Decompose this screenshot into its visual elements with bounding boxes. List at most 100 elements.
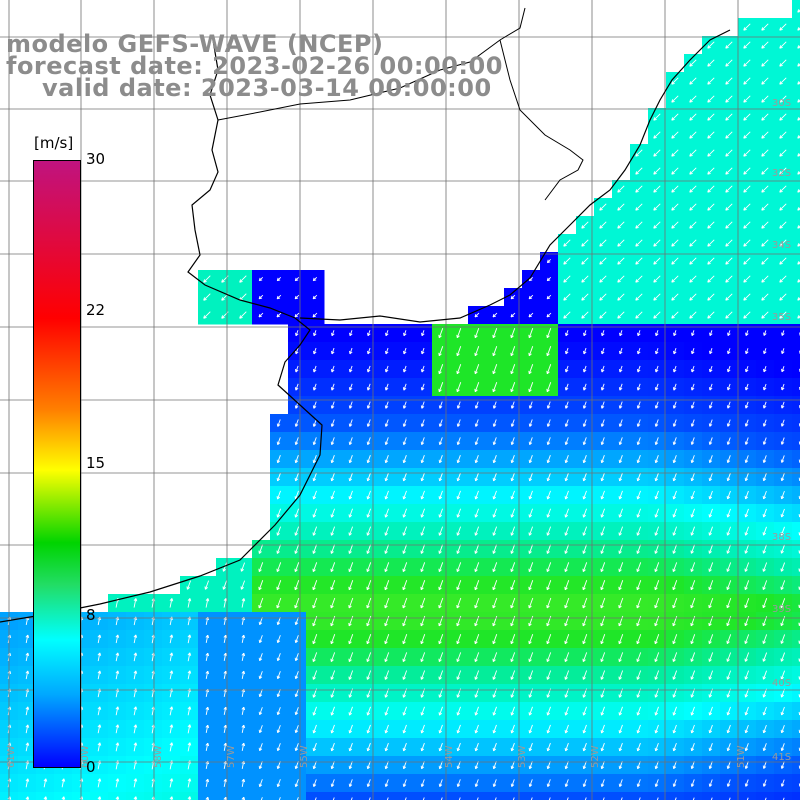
- wind-arrow: [727, 365, 731, 373]
- wind-arrow: [439, 472, 443, 482]
- wind-arrow: [565, 490, 569, 500]
- wind-arrow: [133, 634, 137, 644]
- wind-arrow: [599, 257, 607, 265]
- wind-arrow: [709, 526, 713, 536]
- wind-arrow: [583, 508, 587, 518]
- wind-arrow: [617, 293, 625, 301]
- wind-arrow: [474, 597, 480, 609]
- wind-arrow: [97, 634, 101, 644]
- speed-cell: [342, 792, 361, 800]
- wind-arrow-head: [761, 297, 764, 301]
- wind-arrow: [636, 670, 642, 680]
- wind-arrow-head: [689, 279, 692, 283]
- wind-arrow: [690, 580, 696, 590]
- wind-arrow-head: [117, 778, 120, 782]
- wind-arrow-head: [63, 796, 66, 800]
- wind-arrow: [403, 330, 407, 336]
- wind-arrow: [727, 455, 731, 463]
- wind-arrow: [743, 275, 751, 283]
- wind-arrow: [761, 293, 769, 301]
- speed-cell: [144, 792, 163, 800]
- wind-arrow: [672, 526, 678, 536]
- wind-arrow: [349, 706, 353, 716]
- wind-arrow: [474, 562, 480, 572]
- wind-arrow-head: [779, 207, 782, 211]
- speed-cell: [792, 486, 800, 505]
- speed-cell: [126, 792, 145, 800]
- wind-arrow: [530, 797, 533, 800]
- speed-cell: [324, 792, 343, 800]
- wind-arrow: [673, 437, 677, 445]
- wind-arrow: [313, 437, 317, 445]
- wind-arrow: [725, 275, 733, 283]
- wind-arrow: [746, 797, 749, 800]
- wind-arrow: [258, 562, 264, 572]
- wind-arrow: [761, 131, 769, 139]
- wind-arrow-head: [653, 189, 656, 193]
- wind-arrow: [763, 490, 767, 500]
- wind-arrow-head: [671, 297, 674, 301]
- wind-arrow: [295, 383, 299, 391]
- wind-arrow: [707, 131, 715, 139]
- wind-arrow: [492, 526, 498, 536]
- wind-arrow-head: [743, 81, 746, 85]
- wind-arrow: [457, 401, 461, 409]
- wind-arrow: [566, 797, 569, 800]
- uruguay-coast-path: [299, 29, 731, 323]
- wind-arrow-head: [276, 313, 279, 318]
- wind-arrow-head: [653, 297, 656, 301]
- wind-arrow-head: [225, 688, 228, 693]
- wind-arrow: [781, 348, 785, 354]
- wind-arrow: [97, 724, 101, 734]
- wind-arrow: [673, 742, 677, 752]
- wind-arrow: [779, 113, 787, 121]
- speed-cell: [576, 792, 595, 800]
- wind-arrow: [187, 724, 191, 734]
- wind-arrow: [707, 221, 715, 229]
- wind-arrow-head: [671, 243, 674, 247]
- wind-arrow: [709, 473, 713, 481]
- speed-cell: [378, 792, 397, 800]
- wind-arrow: [528, 346, 534, 356]
- speed-cell: [792, 450, 800, 469]
- wind-arrow-head: [671, 207, 674, 211]
- wind-arrow: [637, 330, 641, 336]
- wind-arrow: [564, 580, 570, 590]
- wind-arrow: [727, 419, 731, 427]
- wind-arrow: [797, 27, 800, 31]
- wind-arrow: [601, 365, 605, 373]
- wind-arrow-head: [27, 742, 30, 746]
- wind-arrow: [349, 365, 353, 373]
- wind-arrow-head: [671, 81, 674, 85]
- wind-arrow: [564, 634, 570, 644]
- wind-arrow: [743, 185, 751, 193]
- wind-arrow: [512, 797, 515, 800]
- wind-arrow: [313, 724, 317, 734]
- wind-arrow: [582, 652, 588, 662]
- wind-arrow: [743, 41, 751, 49]
- wind-arrow: [689, 131, 697, 139]
- wind-arrow: [779, 41, 787, 49]
- wind-arrow: [599, 293, 607, 301]
- wind-arrow: [188, 796, 191, 800]
- wind-arrow: [312, 634, 318, 644]
- wind-arrow: [115, 652, 119, 662]
- wind-arrow: [637, 508, 641, 518]
- wind-arrow: [745, 437, 749, 445]
- wind-arrow-head: [135, 724, 138, 728]
- wind-arrow: [510, 382, 516, 392]
- wind-arrow-head: [510, 295, 513, 299]
- wind-arrow-head: [27, 724, 30, 728]
- wind-arrow-head: [797, 279, 800, 283]
- wind-arrow: [636, 562, 642, 572]
- wind-arrow: [546, 382, 552, 392]
- wind-arrow: [294, 544, 300, 554]
- wind-arrow: [547, 455, 551, 463]
- wind-arrow: [367, 472, 371, 482]
- wind-arrow: [673, 455, 677, 463]
- wind-arrow-head: [207, 742, 210, 747]
- wind-arrow-head: [225, 706, 228, 711]
- wind-arrow-head: [243, 670, 246, 675]
- wind-arrow-head: [243, 742, 246, 747]
- wind-arrow-head: [135, 796, 138, 800]
